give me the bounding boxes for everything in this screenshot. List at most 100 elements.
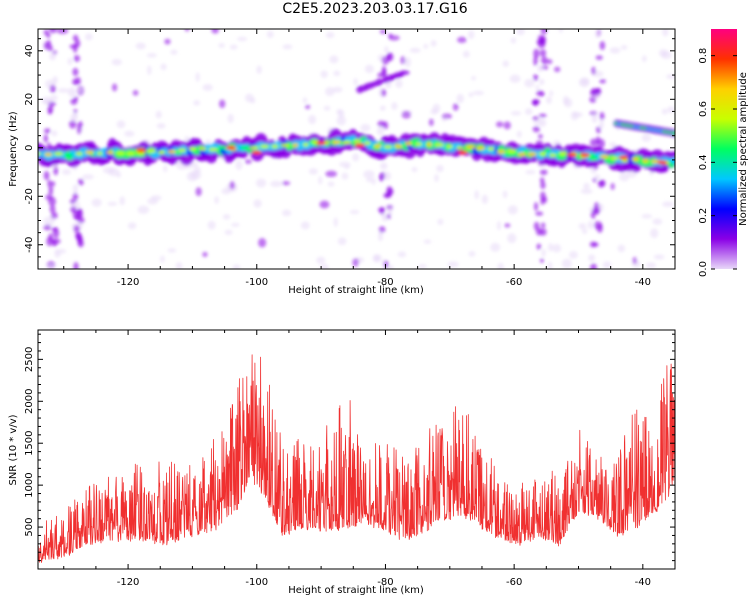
heatmap-blob	[46, 236, 54, 247]
heatmap-blob	[67, 57, 73, 66]
heatmap-blob	[329, 55, 339, 64]
figure-title: C2E5.2023.203.03.17.G16	[282, 1, 468, 17]
heatmap-blob	[352, 258, 359, 267]
heatmap-blob	[525, 170, 536, 175]
heatmap-blob	[474, 190, 479, 200]
heatmap-blob	[386, 213, 391, 220]
heatmap-blob	[85, 150, 94, 155]
heatmap-blob	[381, 89, 387, 97]
heatmap-blob	[342, 140, 352, 145]
heatmap-blob	[380, 105, 386, 111]
heatmap-blob	[597, 138, 605, 149]
heatmap-blob	[218, 145, 229, 150]
heatmap-blob	[281, 209, 292, 217]
heatmap-blob	[662, 29, 669, 37]
heatmap-blob	[193, 166, 201, 175]
snr-series-line	[38, 354, 675, 563]
heatmap-blob	[383, 260, 389, 269]
heatmap-blob	[516, 29, 525, 36]
heatmap-blob	[211, 29, 219, 34]
heatmap-blob	[116, 172, 122, 178]
heatmap-blob	[124, 130, 135, 137]
heatmap-blob	[271, 144, 279, 149]
heatmap-blob	[116, 120, 126, 129]
heatmap-blob	[282, 44, 293, 50]
snr-y-tick-label: 2000	[24, 389, 35, 414]
heatmap-blob	[70, 98, 78, 105]
heatmap-blob	[510, 37, 517, 44]
heatmap-blob	[191, 162, 198, 168]
heatmap-blob	[386, 185, 393, 196]
heatmap-blob	[578, 223, 587, 230]
heatmap-blob	[487, 146, 495, 151]
snr-x-tick-label: -80	[377, 577, 393, 588]
heatmap-blob	[456, 93, 465, 104]
heatmap-blob	[595, 126, 601, 134]
heatmap-blob	[387, 264, 394, 269]
heatmap-blob	[325, 32, 335, 39]
heatmap-blob	[388, 33, 393, 39]
heatmap-blob	[353, 138, 361, 143]
heatmap-blob	[48, 196, 57, 207]
heatmap-blob	[669, 157, 675, 165]
heatmap-blob	[232, 264, 241, 269]
heatmap-x-tick-label: -100	[245, 277, 268, 288]
heatmap-y-tick-label: 0	[24, 145, 35, 151]
heatmap-blob	[457, 150, 468, 155]
heatmap-blob	[540, 198, 545, 205]
heatmap-blob	[394, 144, 403, 149]
heatmap-blob	[43, 216, 55, 226]
heatmap-blob	[411, 166, 418, 173]
heatmap-blob	[447, 261, 459, 268]
heatmap-blob	[333, 217, 338, 228]
colorbar-tick-label: 0.2	[698, 208, 709, 224]
heatmap-blob	[333, 70, 341, 77]
heatmap-blob	[147, 65, 152, 76]
heatmap-blob	[219, 99, 226, 109]
heatmap-blob	[364, 141, 371, 146]
heatmap-blob	[43, 128, 51, 134]
heatmap-blob	[481, 194, 488, 204]
snr-y-tick-label: 2500	[24, 347, 35, 372]
heatmap-blob	[49, 84, 57, 93]
heatmap-blob	[106, 150, 114, 155]
heatmap-blob	[457, 36, 467, 43]
heatmap-y-tick-label: -20	[24, 188, 35, 204]
heatmap-blob	[395, 79, 403, 89]
heatmap-blob	[175, 262, 183, 269]
heatmap-x-axis-label: Height of straight line (km)	[288, 285, 424, 296]
heatmap-blob	[270, 180, 282, 188]
snr-y-axis-label: SNR (10 * v/v)	[8, 414, 19, 485]
snr-frame	[37, 329, 676, 570]
heatmap-blob	[72, 78, 78, 86]
heatmap-blob	[48, 190, 54, 195]
heatmap-blob	[170, 49, 178, 55]
heatmap-blob	[580, 188, 593, 194]
heatmap-blob	[337, 237, 347, 246]
heatmap-blob	[57, 88, 70, 93]
heatmap-blob	[318, 175, 323, 185]
heatmap-blob	[471, 76, 477, 81]
heatmap-blob	[308, 168, 318, 175]
heatmap-blob	[641, 214, 653, 219]
heatmap-blob	[535, 227, 543, 236]
heatmap-blob	[341, 172, 349, 180]
heatmap-blob	[662, 201, 674, 207]
heatmap-blob	[167, 149, 177, 154]
heatmap-blob	[547, 261, 553, 269]
heatmap-blob	[96, 151, 103, 156]
heatmap-blob	[618, 155, 629, 160]
heatmap-blob	[532, 99, 541, 105]
heatmap-blob	[135, 148, 146, 153]
heatmap-blob	[74, 39, 81, 48]
heatmap-blob	[42, 99, 51, 105]
heatmap-blob	[599, 119, 604, 129]
heatmap-blob	[156, 123, 166, 129]
heatmap-blob	[589, 241, 597, 248]
heatmap-blob	[599, 41, 606, 51]
heatmap-blob	[653, 254, 665, 260]
heatmap-blob	[436, 164, 444, 173]
heatmap-blob	[472, 90, 485, 96]
spectrogram-panel: -120 -100 -80 -60 -40 -40 -20 0 20 40 Frequency (…	[8, 28, 676, 296]
heatmap-blob	[135, 42, 146, 50]
